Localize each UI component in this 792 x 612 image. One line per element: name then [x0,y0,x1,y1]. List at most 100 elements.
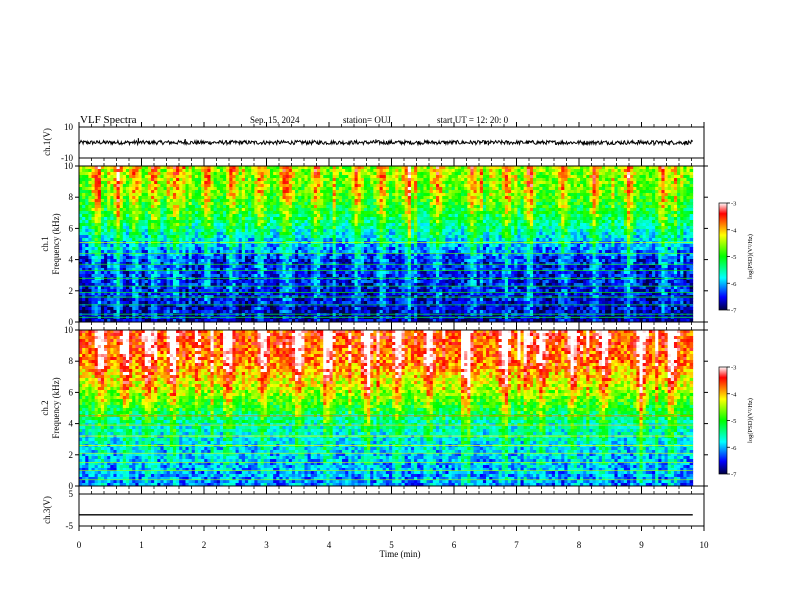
spectrogram-cell [314,229,318,232]
spectrogram-cell [264,202,268,205]
spectrogram-cell [101,187,105,190]
spectrogram-cell [98,274,102,277]
spectrogram-cell [160,250,164,253]
spectrogram-cell [323,271,327,274]
spectrogram-cell [348,301,352,304]
spectrogram-cell [107,169,111,172]
spectrogram-cell [151,274,155,277]
spectrogram-cell [283,301,287,304]
spectrogram-cell [104,250,108,253]
spectrogram-cell [107,172,111,175]
spectrogram-cell [182,271,186,274]
spectrogram-cell [330,247,334,250]
spectrogram-cell [173,223,177,226]
spectrogram-cell [82,196,86,199]
spectrogram-cell [370,244,374,247]
spectrogram-cell [364,169,368,172]
spectrogram-cell [242,187,246,190]
spectrogram-cell [358,199,362,202]
spectrogram-cell [173,313,177,316]
spectrogram-cell [326,187,330,190]
spectrogram-cell [167,250,171,253]
spectrogram-cell [323,178,327,181]
spectrogram-cell [367,226,371,229]
spectrogram-cell [317,235,321,238]
spectrogram-cell [370,214,374,217]
spectrogram-cell [270,238,274,241]
spectrogram-cell [361,214,365,217]
spectrogram-cell [361,169,365,172]
spectrogram-cell [270,217,274,220]
spectrogram-cell [229,199,233,202]
spectrogram-cell [311,307,315,310]
spectrogram-cell [292,178,296,181]
spectrogram-cell [129,259,133,262]
spectrogram-cell [92,178,96,181]
spectrogram-cell [88,301,92,304]
spectrogram-cell [220,310,224,313]
spectrogram-cell [195,166,199,169]
spectrogram-cell [317,196,321,199]
spectrogram-cell [304,208,308,211]
spectrogram-cell [367,244,371,247]
spectrogram-cell [270,172,274,175]
spectrogram-cell [304,169,308,172]
spectrogram-cell [211,184,215,187]
spectrogram-cell [358,259,362,262]
spectrogram-cell [101,229,105,232]
spectrogram-cell [270,196,274,199]
spectrogram-cell [254,301,258,304]
spectrogram-cell [295,220,299,223]
spectrogram-cell [145,307,149,310]
spectrogram-cell [348,256,352,259]
spectrogram-cell [314,313,318,316]
spectrogram-cell [267,301,271,304]
spectrogram-cell [355,196,359,199]
spectrogram-cell [367,193,371,196]
spectrogram-cell [239,187,243,190]
spectrogram-cell [207,226,211,229]
spectrogram-cell [326,262,330,265]
spectrogram-cell [279,217,283,220]
spectrogram-cell [355,274,359,277]
spectrogram-cell [139,220,143,223]
spectrogram-cell [129,178,133,181]
spectrogram-cell [367,190,371,193]
spectrogram-cell [333,244,337,247]
spectrogram-cell [308,211,312,214]
spectrogram-cell [242,250,246,253]
spectrogram-cell [170,196,174,199]
spectrogram-cell [151,235,155,238]
spectrogram-cell [145,211,149,214]
spectrogram-cell [261,220,265,223]
spectrogram-cell [142,232,146,235]
spectrogram-cell [292,172,296,175]
spectrogram-cell [292,274,296,277]
spectrogram-cell [179,196,183,199]
spectrogram-cell [154,259,158,262]
spectrogram-cell [151,211,155,214]
spectrogram-cell [151,298,155,301]
spectrogram-cell [317,223,321,226]
spectrogram-cell [104,205,108,208]
spectrogram-cell [207,259,211,262]
spectrogram-cell [270,250,274,253]
spectrogram-cell [139,259,143,262]
spectrogram-cell [348,199,352,202]
spectrogram-cell [270,298,274,301]
spectrogram-cell [217,301,221,304]
spectrogram-cell [207,169,211,172]
spectrogram-cell [314,223,318,226]
spectrogram-cell [339,217,343,220]
spectrogram-cell [355,199,359,202]
spectrogram-cell [104,280,108,283]
spectrogram-cell [142,226,146,229]
spectrogram-cell [123,193,127,196]
spectrogram-cell [355,256,359,259]
spectrogram-cell [142,202,146,205]
spectrogram-cell [88,274,92,277]
spectrogram-cell [107,271,111,274]
spectrogram-cell [314,202,318,205]
spectrogram-cell [220,214,224,217]
spectrogram-cell [289,193,293,196]
